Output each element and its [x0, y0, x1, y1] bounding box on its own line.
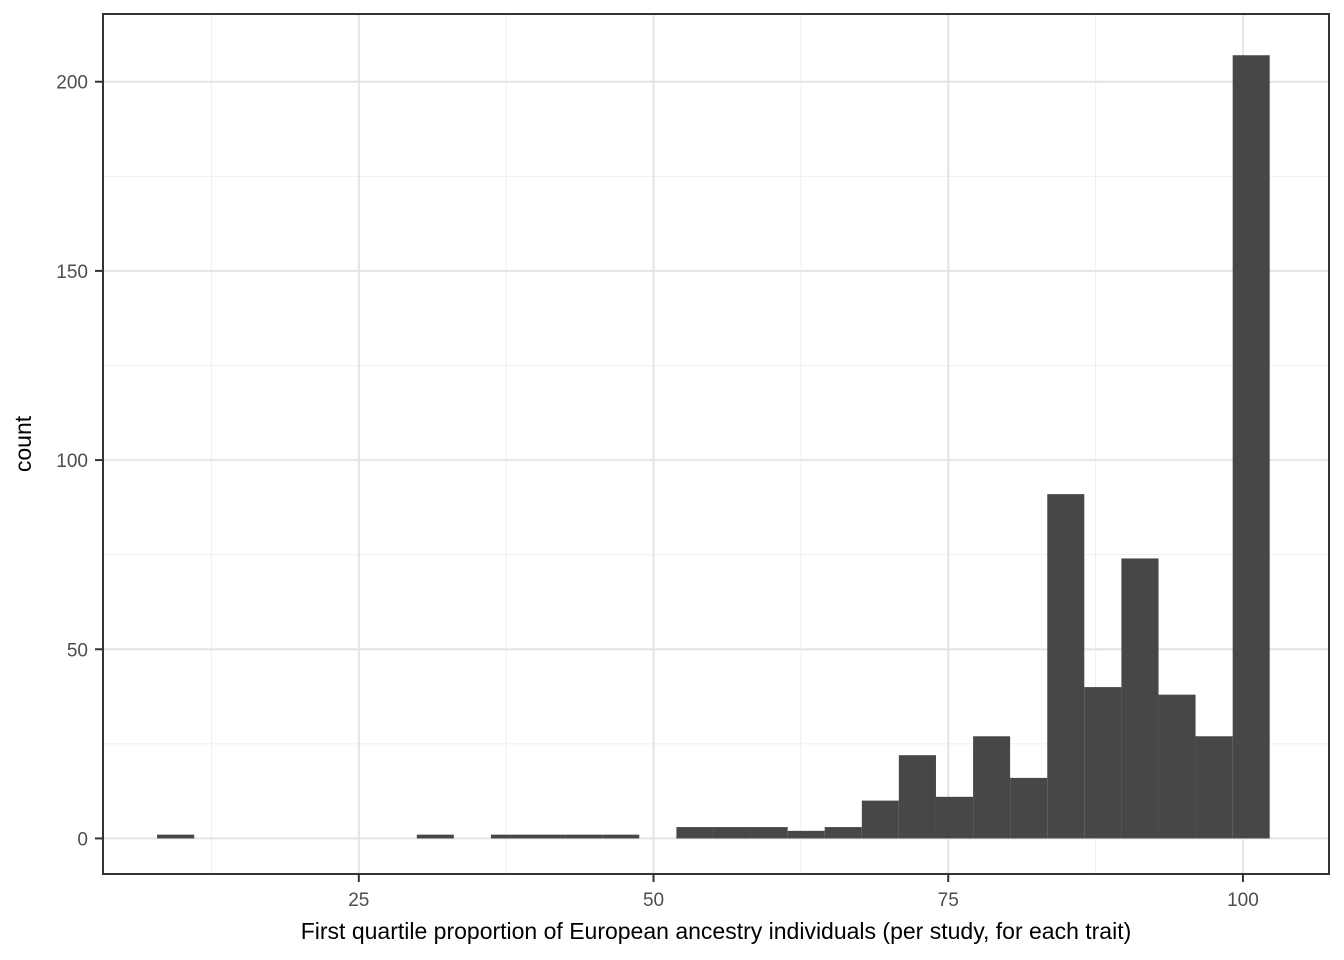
y-axis-tick-label: 200 [56, 73, 88, 94]
histogram-bar [973, 736, 1011, 839]
y-axis-tick-label: 100 [56, 451, 88, 472]
x-axis-tick-label: 50 [643, 890, 664, 911]
y-axis-tick-label: 0 [77, 829, 88, 850]
tick-label-layer: 25 50 75 100 0 50 100 150 200 [56, 73, 1258, 911]
histogram-bar [1121, 558, 1159, 839]
histogram-bar [1232, 55, 1270, 839]
bar-layer [157, 55, 1270, 839]
x-axis-tick-label: 75 [938, 890, 959, 911]
x-axis-tick-label: 100 [1227, 890, 1259, 911]
histogram-bar [157, 834, 195, 839]
histogram-bar [1047, 494, 1085, 839]
histogram-bar [676, 827, 714, 839]
histogram-bar [416, 834, 454, 839]
panel-border [102, 13, 1330, 875]
y-axis-tick-label: 50 [67, 640, 88, 661]
x-axis-title: First quartile proportion of European an… [301, 918, 1132, 944]
y-axis-title: count [10, 415, 36, 472]
histogram-bar [565, 834, 603, 839]
histogram-bar [527, 834, 566, 839]
histogram-bar [1010, 777, 1048, 839]
histogram-bar [713, 827, 751, 839]
histogram-bar [750, 827, 788, 839]
histogram-bar [861, 800, 899, 839]
histogram-bar [824, 827, 862, 839]
histogram-bar [898, 755, 936, 839]
histogram-bar [935, 796, 974, 839]
x-axis-tick-label: 25 [348, 890, 369, 911]
tick-layer [95, 80, 1244, 882]
histogram-bar [490, 834, 528, 839]
histogram-bar [1195, 736, 1233, 839]
histogram-bar [602, 834, 640, 839]
histogram-bar [1084, 687, 1122, 839]
y-axis-tick-label: 150 [56, 262, 88, 283]
histogram-bar [787, 830, 825, 839]
histogram-bar [1158, 694, 1196, 839]
panel-border-layer [102, 13, 1330, 875]
grid-minor-layer [103, 14, 1329, 874]
